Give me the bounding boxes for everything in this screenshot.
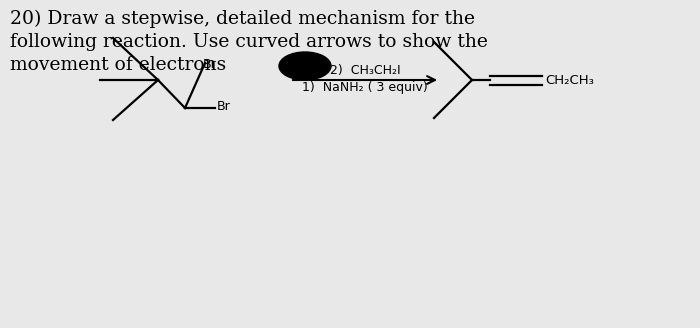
Text: following reaction. Use curved arrows to show the: following reaction. Use curved arrows to…: [10, 33, 488, 51]
Text: movement of electrons: movement of electrons: [10, 56, 226, 74]
Text: Br: Br: [203, 58, 217, 71]
Text: Br: Br: [217, 99, 231, 113]
Text: 2)  CH₃CH₂I: 2) CH₃CH₂I: [330, 64, 400, 77]
Text: 1)  NaNH₂ ( 3 equiv): 1) NaNH₂ ( 3 equiv): [302, 81, 428, 94]
Text: CH₂CH₃: CH₂CH₃: [545, 73, 594, 87]
Ellipse shape: [279, 52, 331, 80]
Text: 20) Draw a stepwise, detailed mechanism for the: 20) Draw a stepwise, detailed mechanism …: [10, 10, 475, 28]
